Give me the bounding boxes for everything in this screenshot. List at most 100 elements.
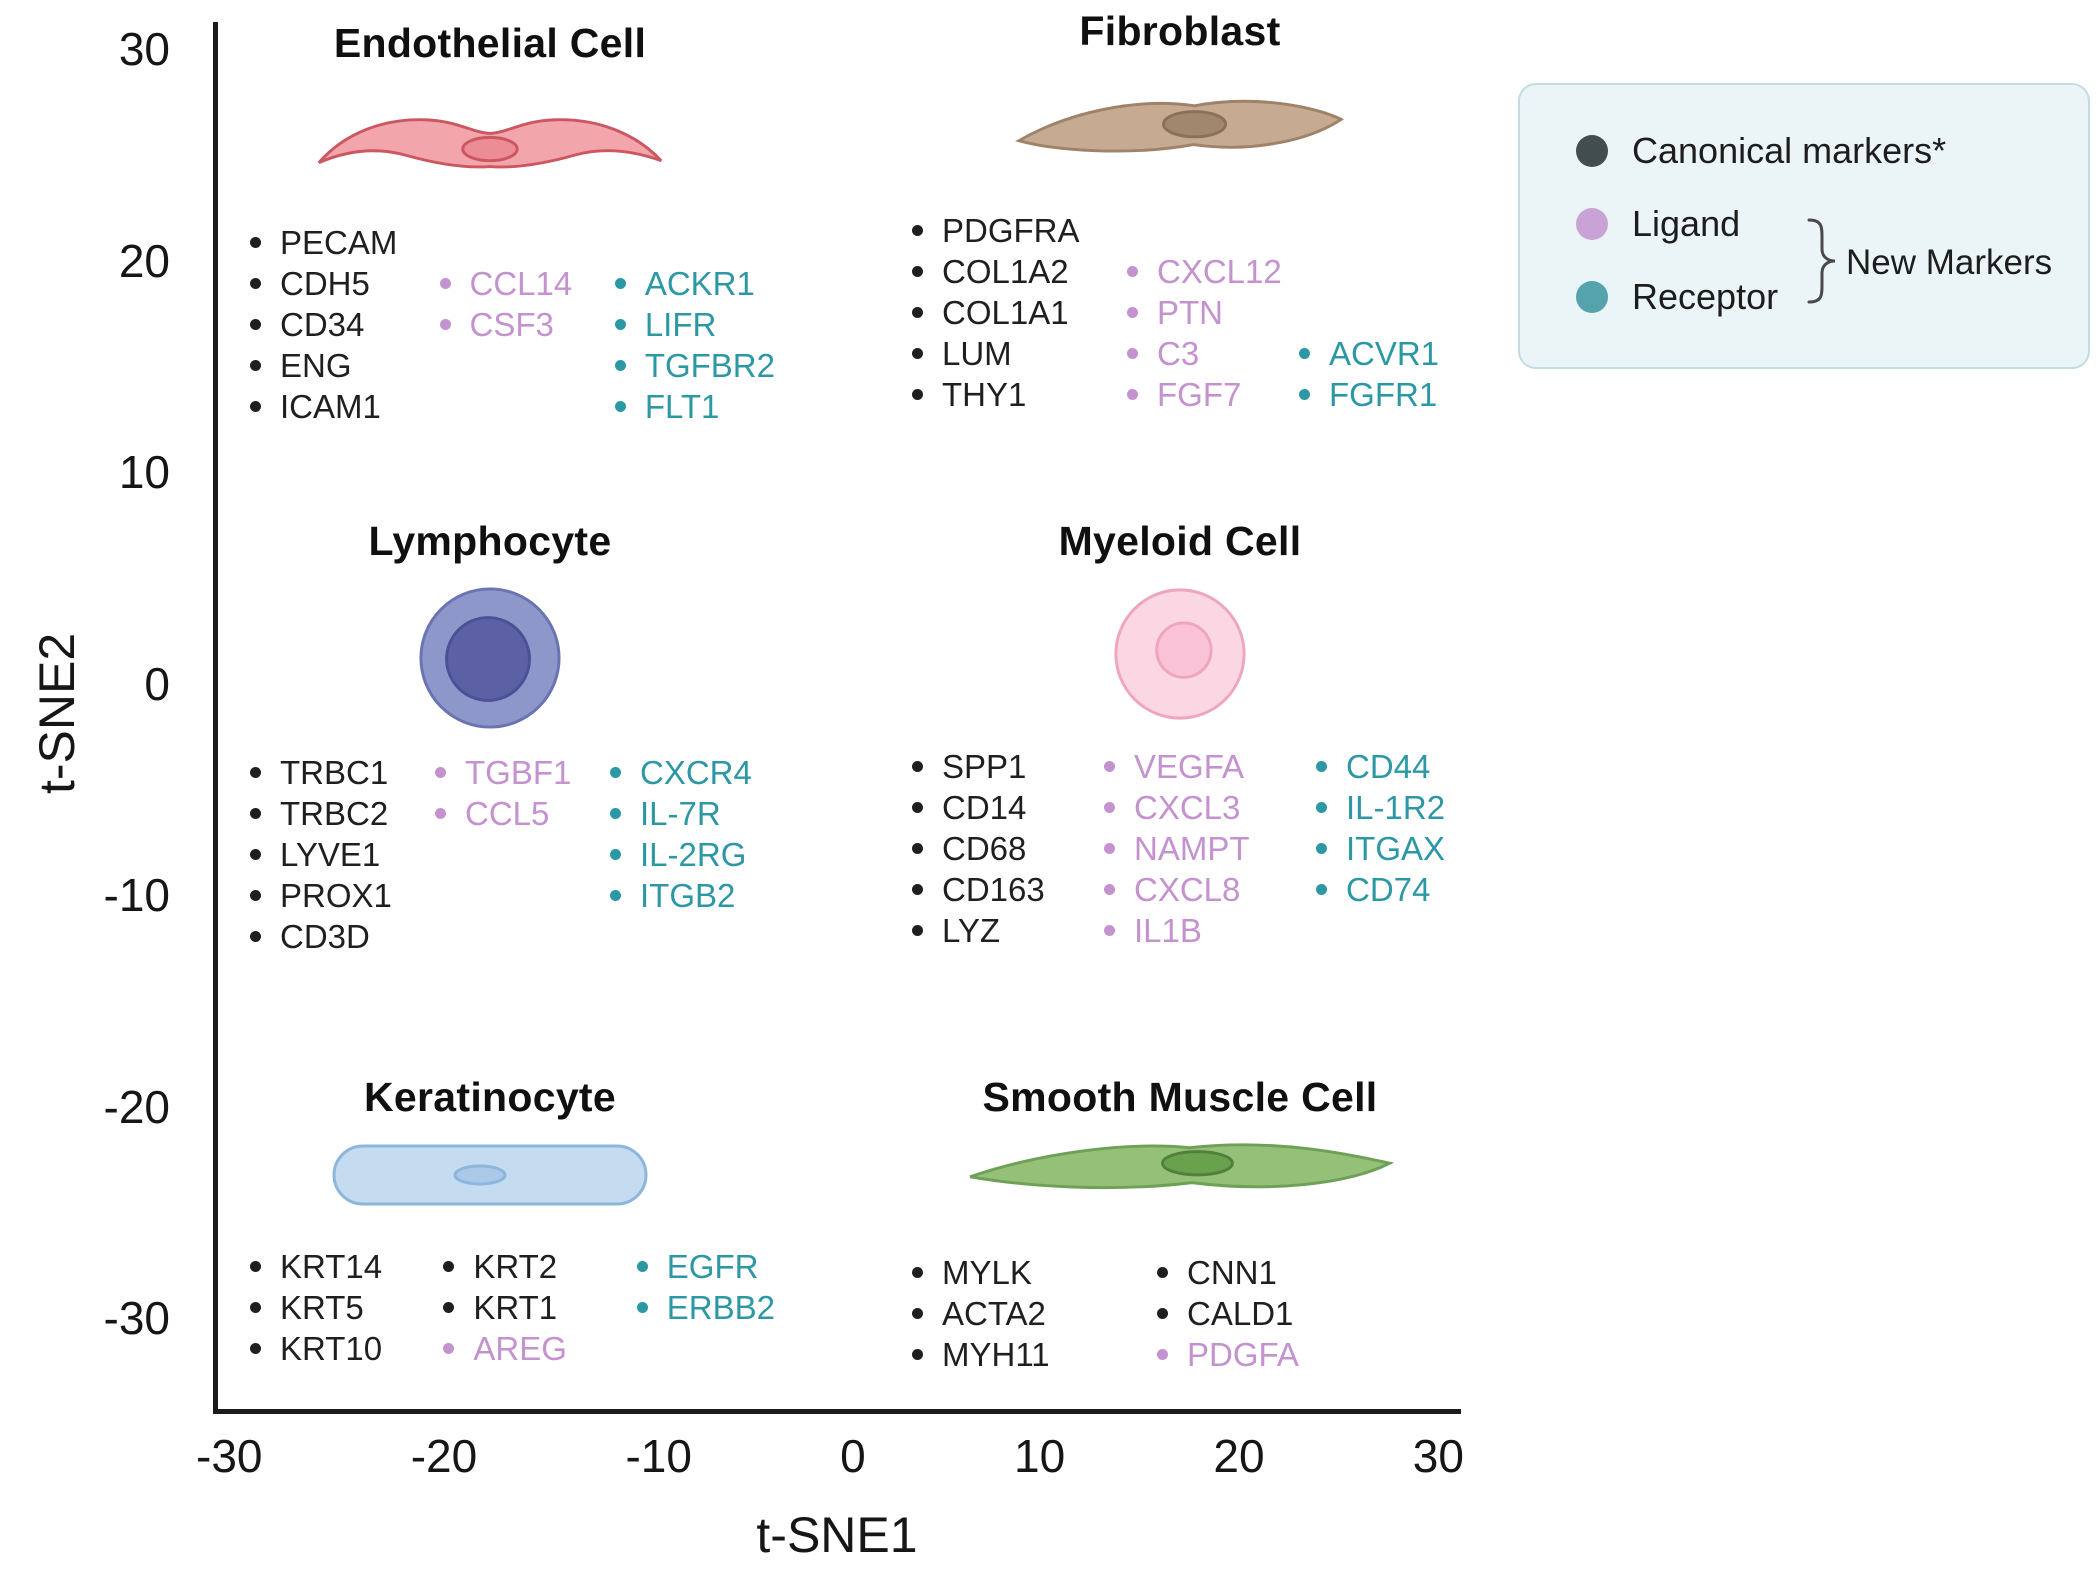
marker-item-label: VEGFA: [1134, 747, 1245, 785]
cellgroup-fibroblast: Fibroblast PDGFRA COL1A2 COL1A1 LUM THY1 CXC…: [890, 6, 1470, 415]
marker-item: ITGB2: [610, 875, 752, 916]
legend-item: Receptor: [1576, 271, 1946, 323]
bullet-icon: [250, 1261, 261, 1272]
canonical-marker-list: PDGFRA COL1A2 COL1A1 LUM THY1: [912, 210, 1127, 415]
marker-item: TRBC1: [250, 752, 435, 793]
marker-item: KRT1: [443, 1287, 636, 1328]
marker-item-label: KRT1: [473, 1288, 558, 1326]
bullet-icon: [250, 849, 261, 860]
y-tick-label: 20: [118, 234, 170, 287]
marker-item-label: SPP1: [942, 747, 1027, 785]
bullet-icon: [250, 319, 261, 330]
marker-item: LUM: [912, 333, 1127, 374]
x-tick-label: 10: [1013, 1430, 1066, 1482]
marker-item: CD74: [1316, 869, 1445, 910]
bullet-icon: [1127, 389, 1138, 400]
bullet-icon: [250, 278, 261, 289]
marker-item-label: KRT14: [280, 1247, 383, 1285]
ligand-marker-list: VEGFA CXCL3 NAMPT CXCL8 IL1B: [1104, 746, 1316, 951]
marker-item: MYLK: [912, 1252, 1157, 1293]
marker-item-label: TGFBR2: [644, 346, 775, 384]
cell-type-title: Lymphocyte: [368, 518, 612, 564]
new-markers-brace-icon: [1807, 218, 1836, 304]
cellgroup-keratinocyte: Keratinocyte KRT14 KRT5 KRT10 KRT2 KRT1 AREG…: [205, 1072, 775, 1369]
marker-item-label: CSF3: [469, 305, 554, 343]
mixed-marker-list: CNN1 CALD1 PDGFA: [1157, 1252, 1299, 1375]
marker-item: C3: [1127, 333, 1299, 374]
y-axis-line: [213, 22, 218, 1414]
marker-item-label: CD44: [1346, 747, 1431, 785]
bullet-icon: [610, 849, 621, 860]
marker-item: CD68: [912, 828, 1104, 869]
y-tick-label: -10: [103, 869, 170, 921]
marker-item-label: CD34: [280, 305, 365, 343]
marker-item-label: ITGAX: [1346, 829, 1446, 867]
marker-item-label: CXCR4: [640, 753, 752, 791]
marker-item-label: CXCL3: [1134, 788, 1241, 826]
marker-item-label: C3: [1157, 334, 1200, 372]
bullet-icon: [439, 278, 451, 289]
bullet-icon: [1157, 1267, 1168, 1278]
marker-item-label: IL1B: [1134, 911, 1202, 949]
bullet-icon: [1157, 1308, 1168, 1319]
bullet-icon: [610, 808, 621, 819]
marker-item: KRT14: [250, 1246, 443, 1287]
marker-item-label: TRBC2: [280, 794, 389, 832]
bullet-icon: [912, 761, 923, 772]
marker-item-label: ACKR1: [644, 264, 755, 302]
y-tick-label: 30: [118, 23, 170, 75]
bullet-icon: [1104, 802, 1115, 813]
bullet-icon: [1127, 307, 1138, 318]
marker-item-label: LUM: [942, 334, 1012, 372]
bullet-icon: [443, 1343, 455, 1354]
marker-item: PTN: [1127, 292, 1299, 333]
marker-item: LIFR: [614, 304, 775, 345]
bullet-icon: [1127, 348, 1138, 359]
marker-item: LYZ: [912, 910, 1104, 951]
fibroblast-cell-icon: [1015, 99, 1345, 153]
marker-item-label: ACTA2: [942, 1294, 1046, 1332]
marker-item: CXCL8: [1104, 869, 1316, 910]
canonical-marker-list: KRT14 KRT5 KRT10: [250, 1246, 443, 1369]
marker-item-label: FGFR1: [1329, 375, 1438, 413]
bullet-icon: [1104, 843, 1115, 854]
bullet-icon: [250, 890, 261, 901]
marker-item: KRT5: [250, 1287, 443, 1328]
marker-item-label: CD14: [942, 788, 1027, 826]
marker-item: VEGFA: [1104, 746, 1316, 787]
bullet-icon: [912, 884, 923, 895]
marker-item: CNN1: [1157, 1252, 1299, 1293]
bullet-icon: [1127, 266, 1138, 277]
cell-type-title: Endothelial Cell: [333, 20, 647, 66]
bullet-icon: [1316, 761, 1327, 772]
fibroblast-cell-art: [890, 92, 1470, 170]
receptor-marker-list: CD44 IL-1R2 ITGAX CD74: [1316, 746, 1445, 951]
y-tick-labels: 30 20 10 0 -10 -20 -30: [30, 25, 170, 1342]
x-tick-label: -30: [196, 1430, 263, 1482]
myeloid-cell-art: [890, 586, 1470, 722]
bullet-icon: [912, 307, 923, 318]
lymphocyte-cell-art: [205, 584, 775, 732]
bullet-icon: [912, 802, 923, 813]
marker-item: COL1A2: [912, 251, 1127, 292]
marker-item: CXCL12: [1127, 251, 1299, 292]
bullet-icon: [250, 401, 261, 412]
bullet-icon: [435, 808, 446, 819]
marker-item: CXCL3: [1104, 787, 1316, 828]
marker-item: TRBC2: [250, 793, 435, 834]
marker-item-label: PROX1: [280, 876, 392, 914]
marker-item: PDGFRA: [912, 210, 1127, 251]
bullet-icon: [1316, 802, 1327, 813]
bullet-icon: [614, 319, 626, 330]
marker-item: TGFBR2: [614, 345, 775, 386]
marker-item: PDGFA: [1157, 1334, 1299, 1375]
marker-item: ICAM1: [250, 386, 440, 427]
bullet-icon: [912, 389, 923, 400]
canonical-marker-list: MYLK ACTA2 MYH11: [912, 1252, 1157, 1375]
ligand-marker-list: CCL14 CSF3: [439, 263, 615, 427]
bullet-icon: [1157, 1349, 1168, 1360]
marker-item-label: FLT1: [644, 387, 720, 425]
legend-item-label: Canonical markers*: [1632, 130, 1947, 171]
bullet-icon: [1576, 135, 1608, 167]
bullet-icon: [435, 767, 446, 778]
